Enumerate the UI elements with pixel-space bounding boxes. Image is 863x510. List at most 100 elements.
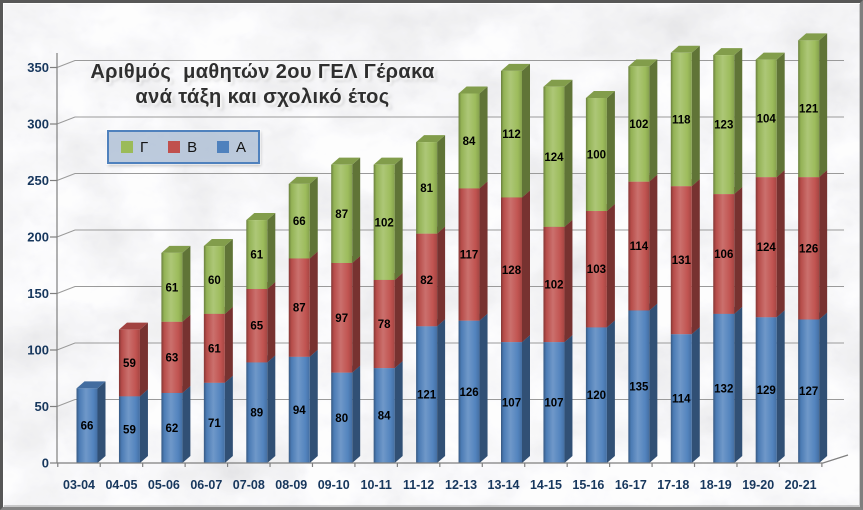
x-axis-label-08-09: 08-09 bbox=[275, 478, 307, 492]
data-label-16-17-Γ: 102 bbox=[629, 119, 648, 131]
bar-segment-side bbox=[734, 187, 743, 314]
bar-segment-side bbox=[649, 59, 658, 182]
bar-17-18 bbox=[670, 45, 700, 463]
bar-segment-front bbox=[416, 326, 438, 463]
bar-segment-side bbox=[649, 174, 658, 311]
data-label-14-15-Β: 102 bbox=[544, 279, 563, 291]
bar-segment-side bbox=[394, 272, 403, 369]
bar-10-11 bbox=[373, 157, 403, 463]
bar-segment-side bbox=[224, 375, 233, 463]
data-label-06-07-Γ: 60 bbox=[208, 275, 221, 287]
data-label-17-18-Γ: 118 bbox=[672, 114, 691, 126]
data-label-20-21-Γ: 121 bbox=[799, 104, 819, 116]
bar-segment-front bbox=[628, 181, 650, 311]
bar-segment-side bbox=[522, 190, 530, 343]
bar-14-15 bbox=[543, 79, 573, 463]
bar-segment-front bbox=[331, 372, 353, 463]
bar-05-06 bbox=[161, 245, 191, 463]
legend-label-0: Γ bbox=[140, 138, 149, 156]
bar-segment-side bbox=[776, 52, 785, 178]
bar-segment-front bbox=[331, 262, 353, 373]
bar-segment-side bbox=[267, 355, 276, 463]
x-axis-label-10-11: 10-11 bbox=[361, 478, 392, 492]
x-axis-label-12-13: 12-13 bbox=[445, 478, 477, 492]
bar-segment-front bbox=[798, 177, 820, 320]
bar-segment-front bbox=[670, 52, 692, 187]
bar-segment-front bbox=[755, 177, 777, 318]
bar-13-14 bbox=[501, 63, 530, 463]
x-axis-label-06-07: 06-07 bbox=[190, 478, 222, 492]
x-axis-label-16-17: 16-17 bbox=[615, 478, 647, 492]
data-label-16-17-Α: 135 bbox=[629, 382, 649, 394]
legend-item-0: Γ bbox=[121, 139, 148, 156]
bar-segment-side bbox=[309, 251, 318, 357]
chart-title: Αριθμός μαθητών 2ου ΓΕΛ Γέρακα ανά τάξη … bbox=[55, 60, 470, 110]
y-axis-label-100: 100 bbox=[27, 343, 49, 358]
legend-swatch-1 bbox=[168, 141, 181, 153]
bar-segment-top bbox=[416, 135, 446, 143]
bar-segment-front bbox=[246, 288, 268, 363]
data-label-14-15-Α: 107 bbox=[544, 398, 563, 410]
bar-segment-front bbox=[118, 396, 140, 463]
data-label-09-10-Α: 80 bbox=[335, 413, 348, 425]
bar-segment-front bbox=[76, 388, 98, 463]
bar-segment-side bbox=[734, 306, 743, 463]
bar-segment-front bbox=[543, 226, 565, 343]
data-label-07-08-Α: 89 bbox=[250, 408, 263, 420]
bar-segment-top bbox=[713, 48, 743, 56]
bar-segment-side bbox=[139, 322, 148, 397]
bar-segment-front bbox=[331, 164, 353, 263]
bar-segment-side bbox=[394, 157, 403, 280]
bar-segment-side bbox=[437, 135, 446, 234]
data-label-07-08-Γ: 61 bbox=[250, 250, 263, 262]
x-axis-label-18-19: 18-19 bbox=[700, 478, 732, 492]
bar-segment-side bbox=[522, 63, 530, 198]
bar-segment-front bbox=[713, 313, 735, 463]
bar-04-05 bbox=[118, 322, 148, 463]
bar-segment-side bbox=[394, 361, 403, 463]
bar-segment-side bbox=[606, 320, 615, 463]
bar-segment-side bbox=[352, 157, 361, 263]
bar-segment-side bbox=[352, 365, 361, 463]
bar-segment-side bbox=[776, 310, 785, 463]
bar-06-07 bbox=[203, 239, 233, 463]
bar-segment-top bbox=[585, 91, 615, 99]
bar-segment-side bbox=[819, 170, 828, 320]
x-axis-label-17-18: 17-18 bbox=[657, 478, 689, 492]
bar-segment-side bbox=[97, 381, 106, 463]
bar-segment-side bbox=[309, 176, 318, 259]
bar-segment-top bbox=[670, 45, 700, 53]
data-label-17-18-Α: 114 bbox=[672, 394, 691, 406]
data-label-18-19-Γ: 123 bbox=[714, 120, 733, 132]
x-axis-label-09-10: 09-10 bbox=[318, 478, 350, 492]
bar-segment-front bbox=[755, 59, 777, 178]
bar-12-13 bbox=[458, 86, 488, 463]
bar-07-08 bbox=[246, 213, 276, 463]
data-label-12-13-Γ: 84 bbox=[463, 136, 476, 148]
data-label-17-18-Β: 131 bbox=[672, 255, 692, 267]
bars bbox=[76, 33, 828, 463]
bar-19-20 bbox=[755, 52, 785, 463]
bar-segment-top bbox=[246, 213, 276, 221]
bar-segment-top bbox=[331, 157, 361, 165]
bar-18-19 bbox=[713, 48, 743, 463]
bar-segment-front bbox=[585, 211, 607, 328]
bar-15-16 bbox=[585, 91, 615, 463]
data-label-06-07-Β: 61 bbox=[208, 343, 221, 355]
x-axis-label-05-06: 05-06 bbox=[148, 478, 180, 492]
bar-segment-side bbox=[734, 48, 743, 195]
bar-segment-top bbox=[76, 381, 106, 389]
bar-segment-top bbox=[798, 33, 828, 41]
bar-segment-side bbox=[522, 335, 530, 463]
bar-segment-front bbox=[288, 258, 310, 357]
x-axis-label-14-15: 14-15 bbox=[530, 478, 562, 492]
y-axis-labels: 0 50 100 150 200 250 300 350 bbox=[27, 60, 49, 471]
chart-title-line-2: ανά τάξη και σχολικό έτος bbox=[135, 86, 390, 108]
bar-segment-top bbox=[543, 79, 573, 87]
bar-segment-side bbox=[564, 335, 573, 463]
bar-segment-side bbox=[224, 306, 233, 383]
data-label-05-06-Β: 63 bbox=[166, 352, 179, 364]
bar-segment-top bbox=[118, 322, 148, 330]
